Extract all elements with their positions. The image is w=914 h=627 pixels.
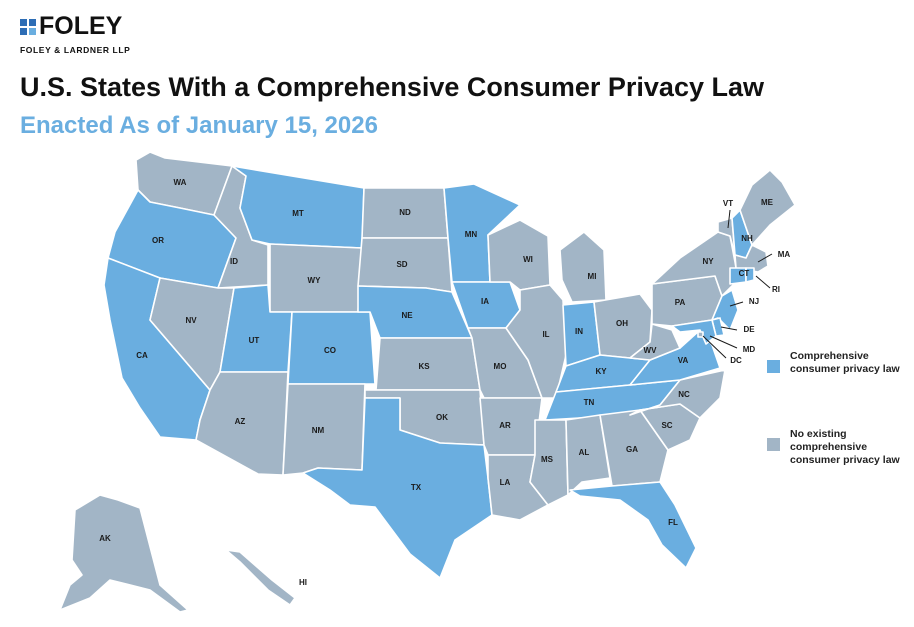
state-label-CA: CA	[136, 351, 148, 360]
state-label-KY: KY	[595, 367, 607, 376]
state-label-ND: ND	[399, 208, 411, 217]
state-label-SC: SC	[661, 421, 672, 430]
logo-mark: FOLEY	[20, 14, 130, 39]
leader-lines	[702, 209, 773, 359]
state-label-AL: AL	[579, 448, 590, 457]
legend-swatch-nolaw	[767, 438, 780, 451]
state-label-NE: NE	[401, 311, 413, 320]
state-RI	[745, 267, 755, 283]
legend-item-law: Comprehensive consumer privacy law	[767, 350, 900, 376]
state-WV	[629, 323, 681, 361]
state-label-OH: OH	[616, 319, 628, 328]
state-PA	[651, 275, 723, 327]
state-AL	[565, 414, 611, 496]
state-label-NC: NC	[678, 390, 690, 399]
state-label-WY: WY	[308, 276, 322, 285]
state-label-NJ: NJ	[749, 297, 759, 306]
state-label-VT: VT	[723, 199, 733, 208]
state-DC	[697, 331, 704, 338]
state-label-MO: MO	[494, 362, 507, 371]
state-NE	[357, 285, 473, 339]
state-label-VA: VA	[678, 356, 689, 365]
state-label-MI: MI	[588, 272, 597, 281]
state-label-PA: PA	[675, 298, 686, 307]
state-label-AR: AR	[499, 421, 511, 430]
state-label-NH: NH	[741, 234, 753, 243]
legend-swatch-law	[767, 360, 780, 373]
state-HI	[225, 549, 296, 606]
logo-firm-name: FOLEY & LARDNER LLP	[20, 45, 131, 55]
state-label-DC: DC	[730, 356, 742, 365]
state-WI	[487, 219, 551, 291]
foley-logo: FOLEY FOLEY & LARDNER LLP	[20, 14, 130, 55]
state-label-OR: OR	[152, 236, 164, 245]
state-label-UT: UT	[249, 336, 260, 345]
state-NC	[629, 369, 726, 419]
page-subtitle: Enacted As of January 15, 2026	[20, 112, 378, 139]
state-VT	[717, 217, 736, 256]
state-label-WA: WA	[174, 178, 187, 187]
state-FL	[569, 481, 697, 569]
state-label-ME: ME	[761, 198, 774, 207]
state-label-MT: MT	[292, 209, 304, 218]
state-AR	[479, 397, 543, 456]
state-label-TX: TX	[411, 483, 422, 492]
state-label-FL: FL	[668, 518, 678, 527]
state-label-IA: IA	[481, 297, 489, 306]
state-label-MN: MN	[465, 230, 478, 239]
state-label-NM: NM	[312, 426, 325, 435]
state-CO	[287, 311, 376, 385]
legend-label-law: Comprehensive consumer privacy law	[790, 350, 900, 375]
state-label-SD: SD	[396, 260, 407, 269]
state-label-IL: IL	[542, 330, 549, 339]
state-label-HI: HI	[299, 578, 307, 587]
state-label-DE: DE	[743, 325, 755, 334]
state-label-NV: NV	[185, 316, 197, 325]
state-label-NY: NY	[702, 257, 714, 266]
logo-wordmark: FOLEY	[39, 12, 123, 40]
state-label-OK: OK	[436, 413, 448, 422]
state-label-AZ: AZ	[235, 417, 246, 426]
state-label-RI: RI	[772, 285, 780, 294]
state-label-GA: GA	[626, 445, 638, 454]
state-AK	[59, 494, 189, 613]
state-label-MD: MD	[743, 345, 756, 354]
state-label-CT: CT	[739, 269, 750, 278]
state-GA	[599, 409, 669, 487]
state-label-MS: MS	[541, 455, 554, 464]
state-label-WV: WV	[644, 346, 658, 355]
state-ME	[739, 169, 796, 246]
state-label-TN: TN	[584, 398, 595, 407]
state-MI	[559, 231, 607, 303]
state-label-KS: KS	[418, 362, 430, 371]
logo-squares-icon	[20, 18, 36, 35]
state-label-IN: IN	[575, 327, 583, 336]
state-label-LA: LA	[500, 478, 511, 487]
legend-label-nolaw: No existing comprehensive consumer priva…	[790, 428, 900, 466]
legend-item-nolaw: No existing comprehensive consumer priva…	[767, 428, 900, 467]
state-label-AK: AK	[99, 534, 111, 543]
state-label-CO: CO	[324, 346, 336, 355]
state-label-MA: MA	[778, 250, 791, 259]
page-title: U.S. States With a Comprehensive Consume…	[20, 72, 764, 102]
state-label-ID: ID	[230, 257, 238, 266]
state-TX	[302, 397, 493, 579]
state-label-WI: WI	[523, 255, 533, 264]
state-MT	[231, 165, 365, 249]
state-IL	[505, 284, 567, 399]
